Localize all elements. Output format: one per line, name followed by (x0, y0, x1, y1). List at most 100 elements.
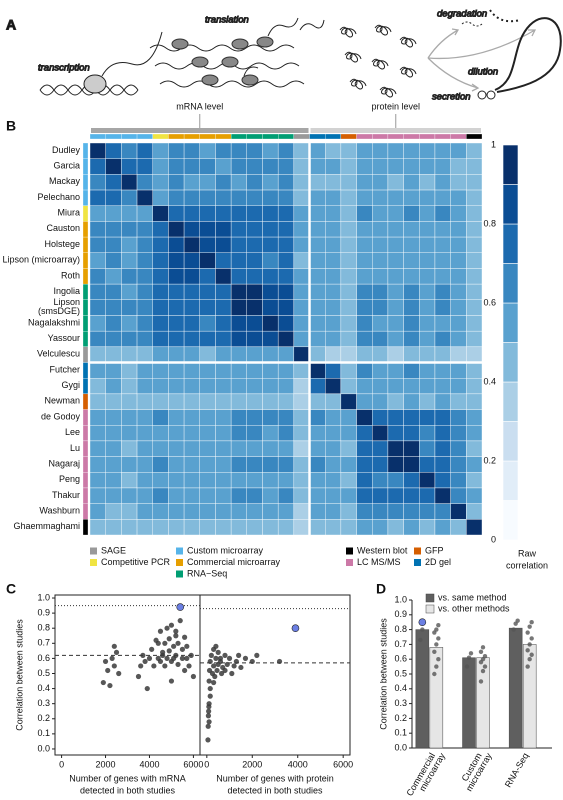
point (207, 658, 213, 665)
heatmap-cell (121, 221, 138, 238)
heatmap-cell (450, 283, 467, 300)
heatmap-cell (215, 409, 232, 426)
heatmap-cell (230, 425, 247, 442)
row-method-bar (82, 205, 89, 222)
row-label: Nagalakshmi (28, 318, 80, 328)
heatmap-cell (466, 205, 483, 222)
heatmap-cell (356, 456, 373, 473)
heatmap-cell (356, 252, 373, 269)
heatmap-cell (309, 503, 326, 520)
heatmap-cell (246, 142, 263, 159)
y-tick-label: 0.2 (37, 713, 50, 723)
data-point (436, 636, 441, 641)
legend-swatch (346, 547, 353, 555)
mrna (149, 44, 295, 52)
legend-label: 2D gel (425, 557, 451, 567)
heatmap-cell (434, 221, 451, 238)
row-label: Nagaraj (48, 459, 80, 469)
point (140, 652, 146, 658)
row-method-bar (82, 236, 89, 253)
colorbar-block (502, 184, 519, 225)
legend-label: Commercial microarray (187, 557, 281, 567)
heatmap-cell (356, 409, 373, 426)
row-label: Causton (46, 224, 80, 234)
heatmap-cell (372, 315, 389, 332)
heatmap-cell (230, 142, 247, 159)
heatmap-cell (199, 503, 216, 520)
heatmap-cell (121, 346, 138, 363)
heatmap-cell (136, 440, 153, 457)
heatmap-cell (183, 252, 200, 269)
heatmap-cell (293, 142, 310, 159)
point (215, 649, 221, 655)
row-label: Newman (44, 396, 80, 406)
point (207, 685, 213, 692)
col-method-bar (340, 133, 357, 140)
row-method-bar (82, 440, 89, 457)
heatmap-cell (387, 268, 404, 285)
heatmap-cell (89, 519, 106, 536)
colorbar-block (502, 263, 519, 304)
point (213, 643, 219, 649)
heatmap-cell (450, 315, 467, 332)
heatmap-cell (340, 503, 357, 520)
data-point (434, 642, 439, 647)
heatmap-cell (293, 315, 310, 332)
heatmap-cell (136, 283, 153, 300)
heatmap-cell (262, 519, 279, 536)
heatmap-cell (293, 174, 310, 191)
heatmap-cell (403, 158, 420, 175)
fate-arrows (427, 28, 537, 92)
legend-label: Western blot (357, 545, 408, 555)
heatmap-cell (450, 487, 467, 504)
legend-swatch (414, 559, 421, 566)
heatmap-cell (199, 362, 216, 379)
legend-label: vs. other methods (438, 603, 510, 613)
heatmap-cell (325, 236, 342, 253)
heatmap-cell (356, 142, 373, 159)
heatmap-cell (136, 174, 153, 191)
heatmap-cell (387, 346, 404, 363)
y-tick-label: 0.4 (37, 683, 50, 693)
heatmap-cell (434, 425, 451, 442)
heatmap-cell (121, 487, 138, 504)
col-method-bar (89, 133, 106, 140)
heatmap-cell (450, 393, 467, 410)
heatmap-cell (325, 378, 342, 395)
heatmap-cell (136, 503, 153, 520)
highlight-point (291, 624, 300, 633)
point (109, 655, 115, 661)
legend-label: Competitive PCR (101, 557, 171, 567)
heatmap-cell (105, 440, 122, 457)
heatmap-cell (105, 221, 122, 238)
heatmap-cell (89, 268, 106, 285)
panel-label: A (6, 17, 16, 33)
legend-label: RNA−Seq (187, 568, 227, 578)
heatmap-cell (89, 393, 106, 410)
panel-label: B (6, 118, 16, 134)
y-axis-label: Correlation between studies (378, 618, 388, 730)
heatmap-cell (434, 142, 451, 159)
step-label: transcription (38, 63, 90, 74)
heatmap-cell (183, 315, 200, 332)
point (135, 673, 142, 680)
point (233, 658, 239, 665)
heatmap-cell (183, 487, 200, 504)
heatmap-cell (325, 440, 342, 457)
colorbar-label: correlation (506, 560, 548, 570)
heatmap-cell (419, 472, 436, 489)
heatmap-cell (277, 299, 295, 316)
heatmap-cell (121, 158, 138, 175)
heatmap-cell (466, 142, 483, 159)
heatmap-cell (246, 268, 263, 285)
heatmap-cell (183, 158, 200, 175)
row-label: Pelechano (37, 192, 80, 202)
heatmap-cell (340, 362, 357, 379)
heatmap-cell (277, 393, 295, 410)
heatmap-cell (340, 174, 357, 191)
heatmap-cell (152, 425, 169, 442)
legend-swatch (90, 547, 97, 555)
heatmap-cell (340, 142, 357, 159)
heatmap-cell (121, 393, 138, 410)
point (182, 634, 188, 640)
